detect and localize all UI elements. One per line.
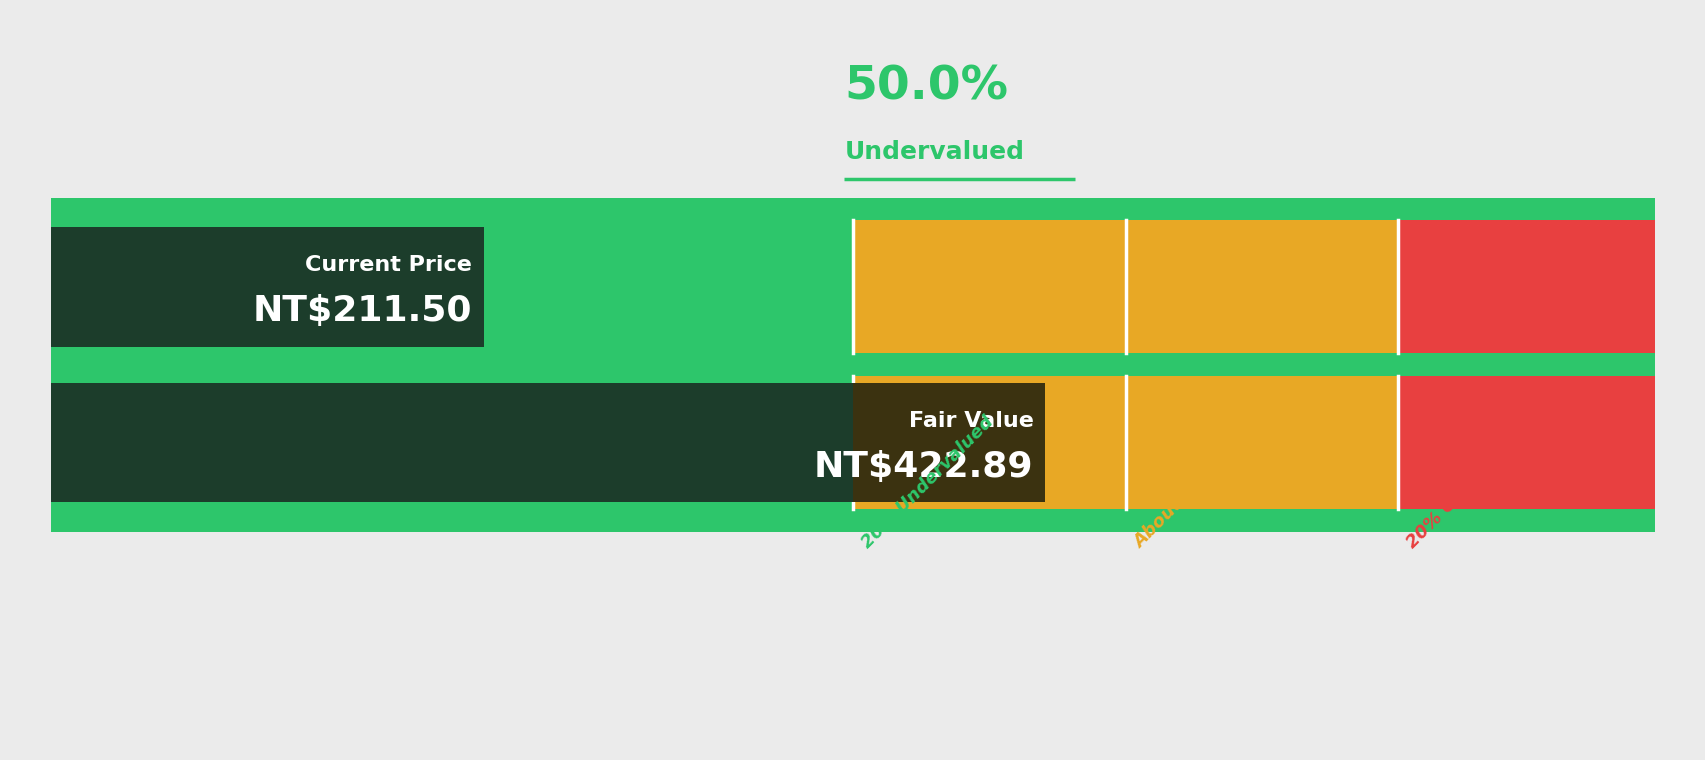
Text: About Right: About Right: [1130, 454, 1229, 553]
Text: Undervalued: Undervalued: [844, 140, 1025, 164]
Text: NT$211.50: NT$211.50: [252, 294, 472, 328]
Text: NT$422.89: NT$422.89: [813, 450, 1033, 483]
Bar: [51, 353, 1654, 376]
Bar: [1398, 376, 1654, 509]
Text: 20% Overvalued: 20% Overvalued: [1403, 423, 1533, 553]
Bar: [51, 509, 1654, 532]
Bar: [852, 220, 1125, 353]
Bar: [51, 198, 1654, 220]
Bar: [51, 376, 852, 509]
Bar: [51, 227, 484, 347]
Bar: [1125, 376, 1398, 509]
Bar: [1398, 220, 1654, 353]
Bar: [51, 220, 852, 353]
Bar: [51, 383, 852, 502]
Bar: [1125, 220, 1398, 353]
Bar: [852, 376, 1125, 509]
Text: Fair Value: Fair Value: [909, 411, 1033, 431]
Bar: [852, 383, 1045, 502]
Text: 50.0%: 50.0%: [844, 65, 1008, 110]
Text: 20% Undervalued: 20% Undervalued: [858, 413, 997, 553]
Text: Current Price: Current Price: [305, 255, 472, 275]
